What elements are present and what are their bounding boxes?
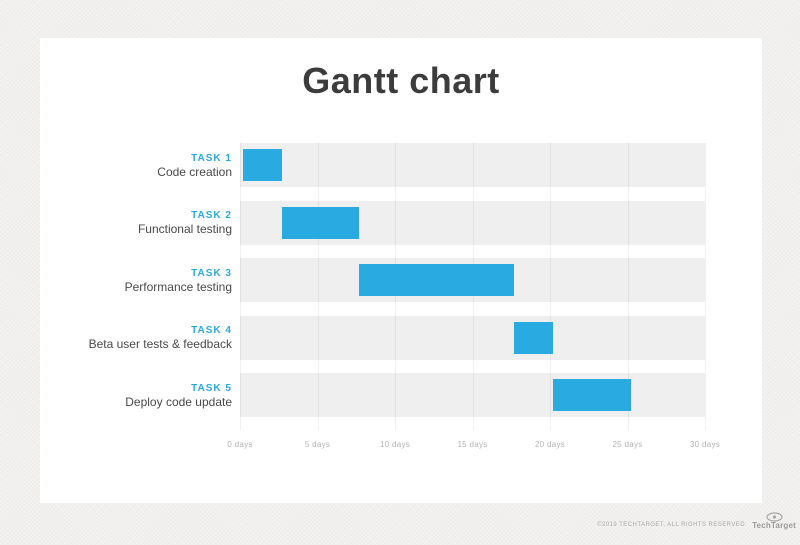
task-row: TASK 2 Functional testing (40, 200, 762, 245)
gantt-bar (359, 264, 515, 296)
eye-target-icon (765, 512, 783, 522)
task-name: TASK 4 (191, 325, 232, 336)
task-labels: TASK 3 Performance testing (40, 258, 232, 302)
copyright-text: ©2019 TECHTARGET, ALL RIGHTS RESERVED (597, 522, 746, 528)
task-description: Beta user tests & feedback (88, 337, 232, 351)
task-description: Performance testing (124, 279, 232, 294)
task-name: TASK 3 (191, 267, 232, 279)
gantt-rows: TASK 1 Code creation TASK 2 Functional t… (40, 143, 762, 431)
task-labels: TASK 4 Beta user tests & feedback (40, 316, 232, 360)
task-description: Deploy code update (125, 394, 232, 409)
task-description: Functional testing (137, 222, 232, 236)
x-axis: 0 days 5 days 10 days 15 days 20 days 25 days… (40, 440, 762, 454)
brand-wordmark: TechTarget (752, 521, 796, 530)
axis-tick-label: 15 days (457, 440, 488, 449)
axis-tick-label: 20 days (534, 440, 566, 449)
axis-tick-label: 10 days (379, 440, 411, 449)
task-name: TASK 1 (191, 152, 232, 164)
task-labels: TASK 5 Deploy code update (40, 373, 232, 417)
task-labels: TASK 2 Functional testing (40, 201, 232, 245)
gantt-bar (553, 379, 631, 411)
task-labels: TASK 1 Code creation (40, 143, 232, 187)
gantt-bar (243, 149, 282, 181)
row-stripe (240, 373, 705, 417)
axis-tick-label: 30 days (689, 440, 721, 449)
task-row: TASK 3 Performance testing (40, 258, 762, 302)
task-name: TASK 5 (191, 382, 232, 394)
gantt-bar (514, 321, 553, 354)
row-stripe (240, 143, 705, 187)
chart-title: Gantt chart (302, 60, 500, 101)
gantt-bar (281, 206, 360, 239)
task-name: TASK 2 (191, 210, 232, 221)
row-stripe (240, 315, 705, 360)
infographic-card: Gantt chart TASK 1 Code creation TASK 2 … (40, 38, 762, 503)
axis-tick-label: 0 days (227, 440, 253, 449)
brand-logo: TechTarget (752, 512, 796, 530)
axis-tick-label: 5 days (304, 440, 331, 449)
axis-tick-label: 25 days (612, 440, 643, 449)
task-row: TASK 1 Code creation (40, 143, 762, 187)
task-row: TASK 5 Deploy code update (40, 373, 762, 417)
footer: ©2019 TECHTARGET, ALL RIGHTS RESERVED Te… (597, 512, 796, 530)
task-row: TASK 4 Beta user tests & feedback (40, 315, 762, 360)
task-description: Code creation (157, 164, 232, 179)
